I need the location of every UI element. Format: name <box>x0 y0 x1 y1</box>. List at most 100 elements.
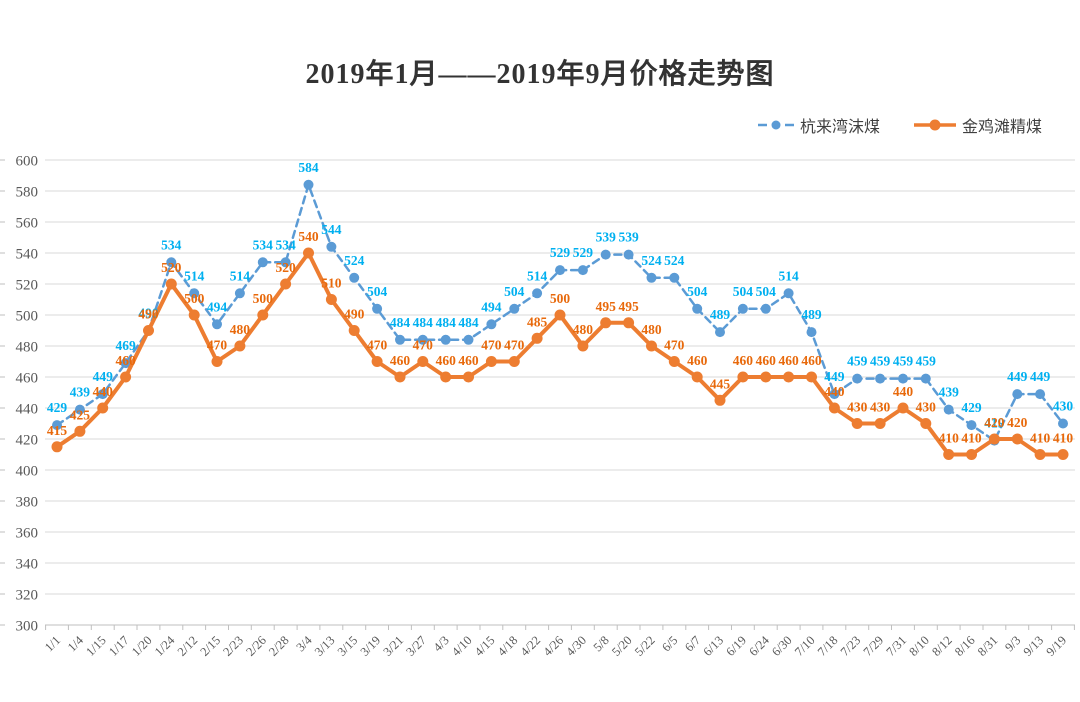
data-label: 540 <box>298 229 319 244</box>
data-label: 460 <box>115 353 136 368</box>
data-point <box>988 433 1000 445</box>
data-label: 459 <box>870 354 891 369</box>
data-label: 410 <box>939 431 960 446</box>
data-label: 439 <box>939 385 960 400</box>
data-point <box>532 288 543 299</box>
data-label: 504 <box>687 284 708 299</box>
data-label: 485 <box>527 314 548 329</box>
data-point <box>874 418 886 429</box>
data-point <box>943 404 954 415</box>
data-label: 460 <box>733 353 754 368</box>
data-label: 484 <box>458 315 479 330</box>
data-point <box>508 356 520 367</box>
data-point <box>1012 389 1023 400</box>
data-label: 529 <box>550 245 571 260</box>
data-label: 584 <box>298 160 319 175</box>
x-tick-label: 4/10 <box>449 633 475 659</box>
x-tick-label: 9/19 <box>1043 633 1069 659</box>
data-point <box>303 179 314 190</box>
x-tick-label: 5/20 <box>609 633 635 659</box>
data-label: 489 <box>710 307 731 322</box>
data-label: 494 <box>207 299 228 314</box>
data-label: 490 <box>138 307 159 322</box>
data-label: 459 <box>893 354 914 369</box>
x-tick-label: 4/22 <box>518 633 544 659</box>
x-tick-label: 4/3 <box>431 633 452 654</box>
x-tick-label: 7/10 <box>792 633 818 659</box>
x-tick-label: 8/12 <box>929 633 955 659</box>
data-point <box>463 334 474 345</box>
data-label: 524 <box>664 253 685 268</box>
data-point <box>737 371 749 383</box>
y-tick-label: 320 <box>16 588 39 604</box>
x-tick-label: 2/23 <box>220 633 246 659</box>
series-1 <box>51 247 1069 460</box>
data-label: 430 <box>1053 399 1074 414</box>
y-tick-label: 420 <box>16 433 39 449</box>
data-label: 460 <box>436 353 457 368</box>
data-label: 470 <box>413 338 434 353</box>
data-label: 495 <box>618 299 639 314</box>
x-tick-label: 5/8 <box>591 633 612 654</box>
data-point <box>326 241 337 252</box>
y-tick-label: 440 <box>16 402 39 418</box>
data-label: 524 <box>344 253 365 268</box>
x-tick-label: 2/12 <box>175 633 201 659</box>
chart-title: 2019年1月——2019年9月价格走势图 <box>305 59 775 90</box>
data-label: 534 <box>275 237 296 252</box>
data-point <box>211 356 223 367</box>
data-label: 449 <box>824 369 845 384</box>
data-label: 539 <box>618 230 639 245</box>
data-point <box>623 249 634 260</box>
data-label: 429 <box>961 400 982 415</box>
data-point <box>852 373 863 384</box>
data-label: 430 <box>870 400 891 415</box>
y-tick-label: 520 <box>16 278 39 294</box>
y-tick-label: 560 <box>16 216 39 232</box>
data-point <box>669 272 680 283</box>
data-label: 500 <box>184 291 205 306</box>
data-point <box>714 394 726 406</box>
data-point <box>280 257 291 268</box>
data-point <box>234 288 245 299</box>
data-point <box>394 371 406 383</box>
series-0 <box>52 179 1068 446</box>
data-label: 419 <box>984 416 1005 431</box>
data-point <box>97 402 109 414</box>
x-tick-label: 5/22 <box>632 633 658 659</box>
data-label: 494 <box>481 299 502 314</box>
data-label: 429 <box>47 400 68 415</box>
data-point <box>783 288 794 299</box>
data-point <box>851 418 863 429</box>
x-tick-label: 1/1 <box>42 633 63 654</box>
data-point <box>920 418 932 429</box>
x-tick-label: 6/19 <box>723 633 749 659</box>
data-point <box>668 356 680 367</box>
data-point <box>600 317 612 329</box>
data-label: 449 <box>1007 369 1028 384</box>
data-point <box>120 371 132 383</box>
data-label: 410 <box>961 431 982 446</box>
data-point <box>74 404 85 415</box>
data-label: 459 <box>847 354 868 369</box>
legend-item-hanglaiwan[interactable]: 杭来湾沫煤 <box>758 113 880 137</box>
data-point <box>897 402 909 414</box>
data-point <box>531 332 543 344</box>
data-point <box>1011 433 1023 445</box>
x-tick-label: 3/13 <box>312 633 338 659</box>
y-tick-label: 300 <box>16 619 39 635</box>
x-axis: 1/1 1/41/151/171/201/242/122/152/232/262/… <box>42 624 1075 659</box>
data-label: 420 <box>1007 415 1028 430</box>
legend-marker-dashed-blue-icon <box>758 119 794 131</box>
x-tick-label: 2/26 <box>243 633 269 659</box>
data-point <box>417 334 428 345</box>
data-label: 524 <box>641 253 662 268</box>
data-point <box>280 278 292 290</box>
data-point <box>920 373 931 384</box>
data-label: 449 <box>1030 369 1051 384</box>
data-point <box>257 309 269 321</box>
data-label: 500 <box>550 291 571 306</box>
legend-item-jinjitan[interactable]: 金鸡滩精煤 <box>914 113 1042 137</box>
x-tick-label: 6/13 <box>700 633 726 659</box>
